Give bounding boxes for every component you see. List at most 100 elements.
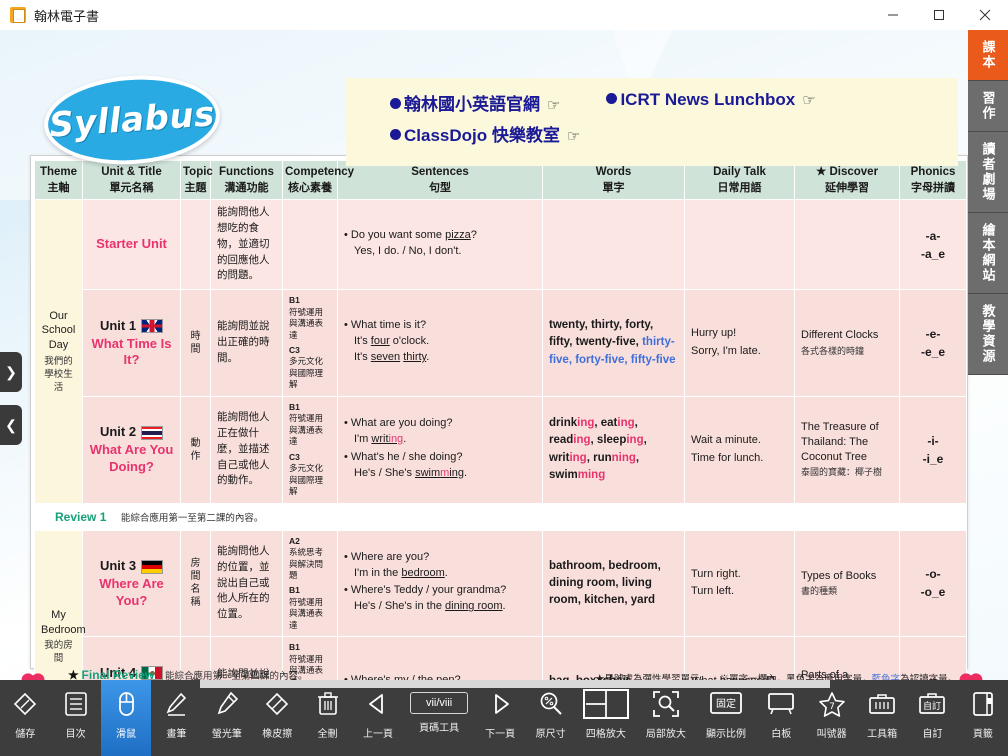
toolbar-contents[interactable]: 目次 [50, 680, 100, 756]
close-button[interactable] [962, 0, 1008, 30]
toolbar-display-ratio[interactable]: 固定 顯示比例 [696, 680, 756, 756]
header-cn: 單字 [602, 181, 625, 194]
svg-text:7: 7 [829, 702, 835, 712]
discover-cn: 各式各樣的時鐘 [801, 345, 865, 356]
toolbar-page-number[interactable]: vii/viii 頁碼工具 [403, 680, 475, 756]
words-list: bag, box, chair, computer, desk, table [549, 673, 678, 680]
competency-code: C3 [289, 451, 300, 462]
header-en: Theme [39, 166, 78, 178]
toolbar-eraser[interactable]: 橡皮擦 [252, 680, 302, 756]
side-tab-label: 繪本網站 [980, 223, 996, 283]
topic-cell: 時間 [180, 289, 211, 397]
toolbar-actual-size[interactable]: 原尺寸 [525, 680, 575, 756]
links-row-2: ClassDojo 快樂教室 ☞ [390, 121, 958, 146]
header-cn: 主軸 [47, 181, 70, 194]
competency-code: B1 [289, 401, 300, 412]
toolbar-clear-all[interactable]: 全刪 [302, 680, 352, 756]
words-black: bag, box, chair, computer, desk, table [549, 675, 667, 680]
toolbar-label: 自訂 [922, 729, 943, 740]
side-tab-picture-book-site[interactable]: 繪本網站 [968, 213, 1008, 294]
unit-cell-unit-2[interactable]: Unit 2 What Are You Doing? [82, 395, 181, 504]
thailand-flag-icon [141, 425, 164, 440]
functions-text: 能詢問並說出正確的時間。 [217, 320, 270, 364]
header-en: Sentences [411, 166, 469, 178]
unit-number: Unit 2 [99, 424, 137, 440]
sentence-question: Where's Teddy / your grandma? [344, 583, 536, 599]
custom-icon: 自訂 [918, 688, 946, 720]
bottom-toolbar: 儲存 目次 滑鼠 畫筆 螢光筆 橡皮擦 全刪 [0, 680, 1008, 756]
display-ratio-icon: 固定 [709, 688, 743, 720]
functions-cell: 能詢問並說出正確的時間。 [210, 289, 283, 397]
toolbar-pen[interactable]: 畫筆 [151, 680, 201, 756]
header-phonics: Phonics 字母拼讀 [899, 159, 967, 201]
highlighter-icon [215, 688, 239, 720]
number-caller-star-icon: 7 [818, 688, 846, 720]
topic-text: 房間名稱 [190, 558, 201, 609]
side-tab-workbook[interactable]: 習作 [968, 81, 1008, 132]
header-en: Words [595, 166, 632, 178]
unit-title: Starter Unit [96, 236, 167, 252]
side-tab-readers-theater[interactable]: 讀者劇場 [968, 132, 1008, 213]
right-side-tabs: 課本 習作 讀者劇場 繪本網站 教學資源 [968, 30, 1008, 375]
toolbar-toolbox[interactable]: 工具箱 [857, 680, 907, 756]
expand-right-flyout-button[interactable]: ❯ [0, 352, 22, 392]
sentences-cell: What time is it? It's four o'clock.It's … [337, 289, 543, 397]
header-cn: 日常用語 [717, 181, 762, 194]
functions-cell: 能詢問他人想吃的食物，並適切的回應他人的問題。 [210, 199, 283, 291]
theme-cell-my-bedroom: My Bedroom 我的房間 [34, 529, 86, 680]
discover-cn: 泰國的寶藏：椰子樹 [801, 467, 883, 478]
toolbar-number-caller[interactable]: 7 叫號器 [806, 680, 856, 756]
page-number-box[interactable]: vii/viii [410, 692, 469, 714]
topic-text: 動作 [190, 437, 201, 462]
phonics-1: -o- [925, 567, 941, 582]
phonics-2: -o_e [920, 585, 946, 600]
functions-text: 能詢問並說出物品的位置。 [217, 667, 270, 680]
unit-cell-unit-4[interactable]: Unit 4 Where's My Hat? [82, 636, 181, 680]
unit-number-row: Unit 1 [89, 317, 174, 336]
words-list: bathroom, bedroom, dining room, living r… [549, 558, 678, 610]
unit-cell-unit-3[interactable]: Unit 3 Where Are You? [82, 529, 181, 638]
sentences-cell: What are you doing? I'm writing. What's … [337, 395, 543, 504]
functions-text: 能詢問他人正在做什麼，並描述自己或他人的動作。 [217, 411, 270, 487]
toolbar-save[interactable]: 儲存 [0, 680, 50, 756]
phonics-1: -u- [906, 672, 960, 680]
toolbar-four-pane-zoom[interactable]: 四格放大 [576, 680, 636, 756]
minimize-button[interactable] [870, 0, 916, 30]
page-footer: ★ Final Review 能綜合應用第一至第四課的內容。 ★星號處為彈性學習… [30, 666, 968, 680]
toolbar-next-page[interactable]: 下一頁 [475, 680, 525, 756]
syllabus-table-container: Theme 主軸 Unit & Title 單元名稱 Topic 主題 Functio… [30, 155, 968, 680]
eraser-icon [264, 688, 290, 720]
toolbar-custom[interactable]: 自訂 自訂 [907, 680, 957, 756]
toolbar-highlighter[interactable]: 螢光筆 [202, 680, 252, 756]
competency-text: 符號運用與溝通表達 [289, 413, 324, 447]
link-icrt-news-lunchbox[interactable]: ICRT News Lunchbox ☞ [606, 90, 816, 115]
toolbar-prev-page[interactable]: 上一頁 [353, 680, 403, 756]
sentence-group: What's he / she doing? He's / She's swim… [344, 450, 536, 482]
phonics-1: -e- [925, 326, 941, 341]
side-tab-teaching-resources[interactable]: 教學資源 [968, 294, 1008, 375]
links-row-1: 翰林國小英語官網 ☞ ICRT News Lunchbox ☞ [390, 90, 958, 115]
toolbar-whiteboard[interactable]: 白板 [756, 680, 806, 756]
window-controls [870, 0, 1008, 30]
sentence-group: What are you doing? I'm writing. [344, 416, 536, 448]
external-links-banner: 翰林國小英語官網 ☞ ICRT News Lunchbox ☞ ClassDoj… [346, 78, 958, 166]
unit-cell-unit-1[interactable]: Unit 1 What Time Is It? [82, 289, 181, 397]
competency-code: A2 [289, 535, 300, 546]
collapse-left-flyout-button[interactable]: ❮ [0, 405, 22, 445]
competency-item: A2 系統思考與解決問題 [289, 536, 331, 582]
competency-cell: B1 符號運用與溝通表達 C3 多元文化與國際理解 [282, 395, 338, 504]
link-classdojo[interactable]: ClassDojo 快樂教室 ☞ [390, 121, 580, 146]
toolbar-region-zoom[interactable]: 局部放大 [636, 680, 696, 756]
toolbar-bookmark-tab[interactable]: 頁籤 [958, 680, 1008, 756]
review-row: Review 1 能綜合應用第一至第二課的內容。 [34, 502, 967, 531]
toolbar-label: 原尺寸 [535, 729, 566, 740]
toolbar-label: 叫號器 [816, 729, 847, 740]
toolbar-mouse[interactable]: 滑鼠 [100, 680, 152, 756]
side-tab-textbook[interactable]: 課本 [968, 30, 1008, 81]
unit-cell-starter[interactable]: Starter Unit [82, 199, 181, 291]
competency-code: B1 [289, 585, 300, 596]
link-hanlin-english-site[interactable]: 翰林國小英語官網 ☞ [390, 90, 560, 115]
maximize-button[interactable] [916, 0, 962, 30]
words-list: twenty, thirty, forty, fifty, twenty-fiv… [549, 317, 678, 369]
book-page-canvas[interactable]: Syllabus 翰林國小英語官網 ☞ ICRT News Lunchbox ☞… [0, 30, 1008, 680]
